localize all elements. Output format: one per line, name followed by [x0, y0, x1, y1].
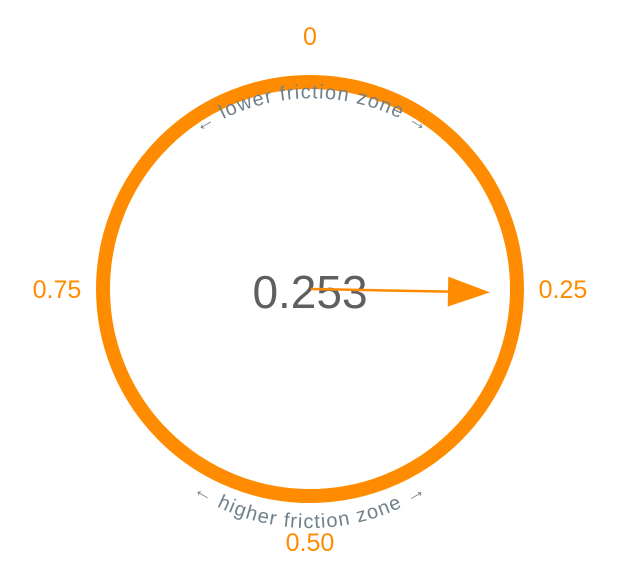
tick-label-1: 0.25 — [539, 276, 588, 304]
needle-arrowhead — [447, 276, 490, 307]
higher-friction-zone-label: ← higher friction zone → — [190, 478, 431, 533]
lower-friction-zone-label: ← lower friction zone → — [190, 81, 434, 137]
tick-label-3: 0.75 — [33, 276, 82, 304]
dial-tick-labels: 0 0.25 0.50 0.75 — [33, 23, 588, 557]
value-readout: 0.253 — [252, 266, 367, 318]
higher-friction-zone-text: ← higher friction zone → — [190, 478, 429, 533]
needle-shaft — [310, 287, 450, 293]
dial-ring — [96, 75, 524, 503]
tick-label-0: 0 — [303, 23, 317, 51]
dial-needle — [310, 276, 490, 307]
tick-label-2: 0.50 — [286, 529, 335, 557]
lower-friction-zone-text: ← lower friction zone → — [190, 81, 433, 137]
